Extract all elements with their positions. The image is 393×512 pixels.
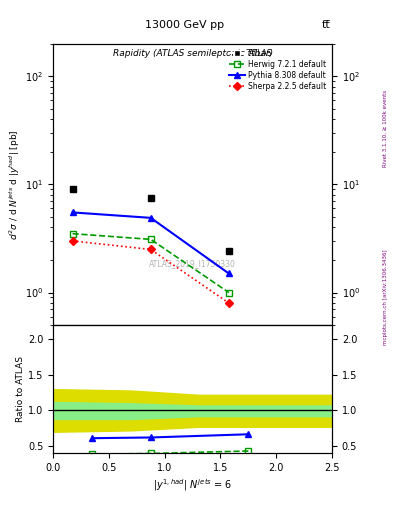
Text: Rivet 3.1.10, ≥ 100k events: Rivet 3.1.10, ≥ 100k events xyxy=(383,90,387,166)
Y-axis label: Ratio to ATLAS: Ratio to ATLAS xyxy=(16,356,25,422)
Y-axis label: $d^2\sigma$ / d $N^{jets}$ d |$y^{had}$| [pb]: $d^2\sigma$ / d $N^{jets}$ d |$y^{had}$|… xyxy=(8,129,22,240)
Text: 13000 GeV pp: 13000 GeV pp xyxy=(145,20,224,31)
Text: mcplots.cern.ch [arXiv:1306.3436]: mcplots.cern.ch [arXiv:1306.3436] xyxy=(383,249,387,345)
Text: Rapidity (ATLAS semileptonic t̅tbar): Rapidity (ATLAS semileptonic t̅tbar) xyxy=(112,49,273,58)
X-axis label: $|y^{1,had}|$ $N^{jets}$ = 6: $|y^{1,had}|$ $N^{jets}$ = 6 xyxy=(153,477,232,493)
Text: tt̅: tt̅ xyxy=(321,20,330,31)
Text: ATLAS_2019_I1750330: ATLAS_2019_I1750330 xyxy=(149,259,236,268)
Legend: ATLAS, Herwig 7.2.1 default, Pythia 8.308 default, Sherpa 2.2.5 default: ATLAS, Herwig 7.2.1 default, Pythia 8.30… xyxy=(227,47,328,92)
